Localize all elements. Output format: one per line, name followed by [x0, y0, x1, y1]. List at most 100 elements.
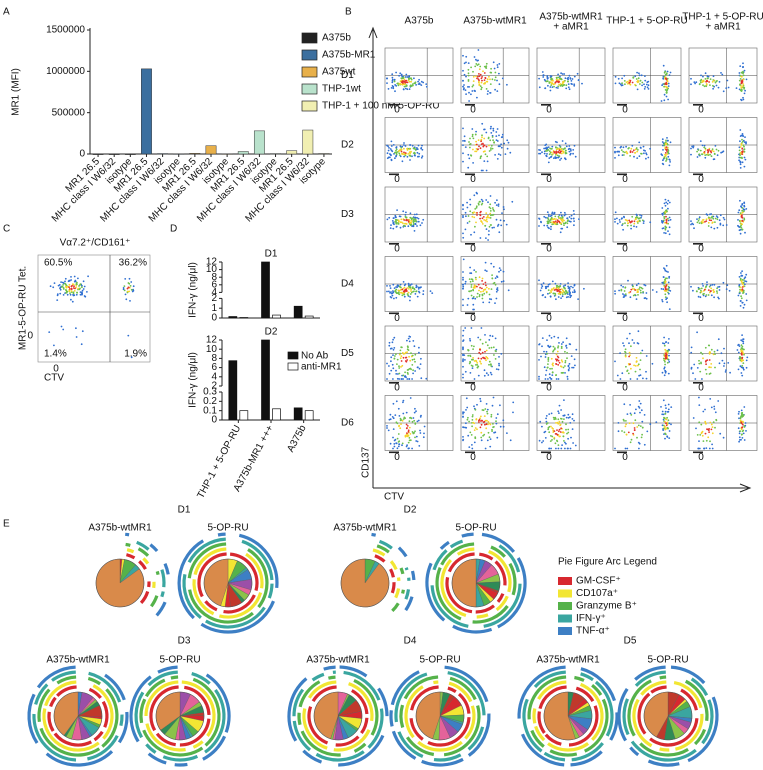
event-dot — [490, 298, 493, 301]
event-dot — [547, 285, 549, 288]
legend-swatch — [287, 362, 299, 371]
axis-zero: 0 — [698, 383, 704, 394]
event-dot — [408, 80, 411, 83]
event-dot — [540, 355, 542, 358]
event-dot — [394, 414, 397, 416]
event-dot — [723, 347, 725, 350]
legend-label: TNF-α⁺ — [576, 626, 610, 637]
event-dot — [399, 221, 402, 224]
response-arc — [142, 557, 150, 565]
event-dot — [725, 87, 728, 89]
event-dot — [395, 296, 398, 299]
event-dot — [705, 294, 708, 296]
event-dot — [620, 284, 623, 287]
event-dot — [394, 84, 396, 86]
event-dot — [501, 133, 504, 136]
event-dot — [403, 284, 406, 287]
event-dot — [739, 156, 742, 159]
event-dot — [422, 81, 425, 84]
event-dot — [471, 90, 474, 92]
event-dot — [742, 306, 745, 309]
event-dot — [411, 378, 413, 380]
event-dot — [406, 371, 409, 374]
event-dot — [478, 419, 480, 422]
pie-title: 5-OP-RU — [455, 523, 496, 534]
event-dot — [494, 277, 497, 279]
event-dot — [570, 149, 572, 152]
event-dot — [479, 85, 482, 87]
event-dot — [422, 293, 425, 296]
event-dot — [696, 434, 699, 436]
event-dot — [390, 140, 393, 143]
response-arc — [307, 706, 329, 745]
event-dot — [462, 80, 464, 82]
event-dot — [700, 361, 702, 364]
event-dot — [485, 356, 488, 358]
axis-zero: 0 — [546, 313, 552, 324]
event-dot — [557, 292, 560, 295]
event-dot — [414, 293, 417, 295]
event-dot — [741, 286, 744, 288]
event-dot — [557, 444, 560, 446]
event-dot — [661, 84, 663, 87]
event-dot — [745, 366, 748, 369]
response-arc — [457, 692, 471, 714]
event-dot — [500, 146, 503, 149]
event-dot — [553, 221, 555, 223]
response-arc — [197, 552, 227, 598]
event-dot — [741, 356, 744, 359]
event-dot — [553, 218, 555, 221]
event-dot — [392, 348, 395, 351]
event-dot — [400, 366, 402, 368]
event-dot — [495, 348, 498, 351]
axis-zero: 0 — [698, 452, 704, 463]
axis-tick-bar — [693, 104, 703, 106]
event-dot — [483, 137, 486, 140]
event-dot — [564, 372, 566, 374]
event-dot — [53, 344, 55, 347]
event-dot — [471, 447, 474, 450]
event-dot — [670, 406, 673, 408]
event-dot — [462, 436, 464, 438]
event-dot — [630, 147, 633, 150]
event-dot — [481, 277, 484, 280]
event-dot — [511, 200, 514, 203]
event-dot — [618, 219, 621, 221]
event-dot — [551, 145, 554, 148]
event-dot — [506, 147, 509, 150]
event-dot — [621, 77, 623, 80]
event-dot — [409, 286, 412, 289]
event-dot — [471, 133, 474, 136]
response-arc — [88, 671, 122, 703]
event-dot — [665, 146, 668, 149]
event-dot — [56, 299, 59, 301]
event-dot — [704, 78, 707, 80]
event-dot — [742, 208, 745, 211]
event-dot — [483, 415, 486, 417]
event-dot — [399, 226, 402, 229]
event-dot — [665, 141, 667, 143]
event-dot — [505, 223, 508, 226]
event-dot — [662, 413, 665, 416]
event-dot — [540, 283, 543, 286]
event-dot — [396, 422, 399, 425]
event-dot — [390, 356, 393, 359]
event-dot — [488, 436, 491, 439]
event-dot — [624, 425, 627, 428]
event-dot — [470, 286, 473, 288]
event-dot — [741, 223, 743, 226]
event-dot — [544, 356, 547, 358]
event-dot — [394, 355, 396, 357]
event-dot — [556, 358, 559, 361]
response-arc — [360, 717, 369, 735]
event-dot — [566, 352, 568, 354]
event-dot — [548, 373, 551, 376]
event-dot — [484, 81, 486, 84]
event-dot — [717, 296, 719, 299]
event-dot — [704, 149, 707, 151]
event-dot — [479, 400, 482, 403]
event-dot — [651, 362, 654, 365]
event-dot — [568, 74, 571, 77]
event-dot — [402, 401, 404, 404]
legend-title: Pie Figure Arc Legend — [558, 557, 657, 568]
